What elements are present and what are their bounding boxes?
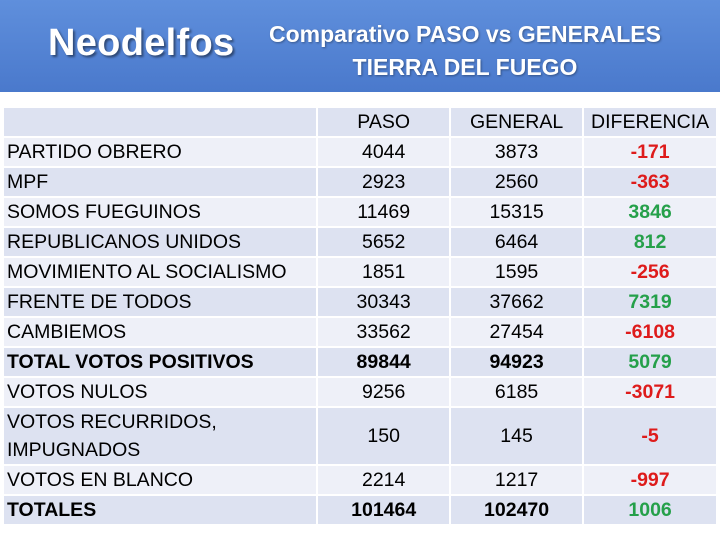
table-row: VOTOS EN BLANCO 2214 1217 -997 [4, 466, 716, 494]
row-diferencia: -171 [584, 138, 716, 166]
row-general: 102470 [450, 496, 583, 524]
row-paso: 30343 [318, 288, 449, 316]
title-line-1: Comparativo PASO vs GENERALES [269, 21, 661, 47]
row-general: 6185 [450, 378, 583, 406]
row-name: TOTAL VOTOS POSITIVOS [4, 348, 317, 376]
row-paso: 101464 [318, 496, 449, 524]
row-paso: 5652 [318, 228, 449, 256]
row-general: 94923 [450, 348, 583, 376]
table-row: CAMBIEMOS 33562 27454 -6108 [4, 318, 716, 346]
row-name: VOTOS EN BLANCO [4, 466, 317, 494]
row-paso: 4044 [318, 138, 449, 166]
results-table: PASO GENERAL DIFERENCIA PARTIDO OBRERO 4… [2, 106, 718, 526]
table-row: MOVIMIENTO AL SOCIALISMO 1851 1595 -256 [4, 258, 716, 286]
row-name: VOTOS RECURRIDOS, IMPUGNADOS [4, 408, 317, 464]
table-row: MPF 2923 2560 -363 [4, 168, 716, 196]
row-name: PARTIDO OBRERO [4, 138, 317, 166]
row-general: 1595 [450, 258, 583, 286]
row-diferencia: -997 [584, 466, 716, 494]
brand-logo-text: Neodelfos [48, 22, 235, 64]
row-diferencia: 3846 [584, 198, 716, 226]
row-general: 37662 [450, 288, 583, 316]
row-diferencia: -256 [584, 258, 716, 286]
column-header-diferencia: DIFERENCIA [584, 108, 716, 136]
table-row: REPUBLICANOS UNIDOS 5652 6464 812 [4, 228, 716, 256]
row-paso: 33562 [318, 318, 449, 346]
row-diferencia: -363 [584, 168, 716, 196]
table-row: SOMOS FUEGUINOS 11469 15315 3846 [4, 198, 716, 226]
column-header-general: GENERAL [450, 108, 583, 136]
table-header-row: PASO GENERAL DIFERENCIA [4, 108, 716, 136]
row-diferencia: -3071 [584, 378, 716, 406]
row-paso: 9256 [318, 378, 449, 406]
row-paso: 2923 [318, 168, 449, 196]
row-paso: 11469 [318, 198, 449, 226]
row-paso: 2214 [318, 466, 449, 494]
row-name: CAMBIEMOS [4, 318, 317, 346]
row-general: 145 [450, 408, 583, 464]
table-row: VOTOS NULOS 9256 6185 -3071 [4, 378, 716, 406]
row-diferencia: 812 [584, 228, 716, 256]
row-diferencia: 7319 [584, 288, 716, 316]
row-general: 15315 [450, 198, 583, 226]
row-general: 6464 [450, 228, 583, 256]
table-row: FRENTE DE TODOS 30343 37662 7319 [4, 288, 716, 316]
table-row-total-positivos: TOTAL VOTOS POSITIVOS 89844 94923 5079 [4, 348, 716, 376]
row-general: 2560 [450, 168, 583, 196]
row-paso: 150 [318, 408, 449, 464]
row-diferencia: -6108 [584, 318, 716, 346]
row-name: TOTALES [4, 496, 317, 524]
row-name: SOMOS FUEGUINOS [4, 198, 317, 226]
title-line-2: TIERRA DEL FUEGO [352, 54, 578, 80]
column-header-paso: PASO [318, 108, 449, 136]
column-header-name [4, 108, 317, 136]
row-name: FRENTE DE TODOS [4, 288, 317, 316]
page-title: Comparativo PASO vs GENERALES TIERRA DEL… [250, 18, 680, 84]
row-diferencia: 1006 [584, 496, 716, 524]
row-name: MPF [4, 168, 317, 196]
row-name: REPUBLICANOS UNIDOS [4, 228, 317, 256]
row-name: MOVIMIENTO AL SOCIALISMO [4, 258, 317, 286]
table-row: PARTIDO OBRERO 4044 3873 -171 [4, 138, 716, 166]
row-name: VOTOS NULOS [4, 378, 317, 406]
row-general: 27454 [450, 318, 583, 346]
row-general: 3873 [450, 138, 583, 166]
header-banner: Neodelfos Comparativo PASO vs GENERALES … [0, 0, 720, 92]
row-paso: 89844 [318, 348, 449, 376]
row-paso: 1851 [318, 258, 449, 286]
row-diferencia: 5079 [584, 348, 716, 376]
table-row: VOTOS RECURRIDOS, IMPUGNADOS 150 145 -5 [4, 408, 716, 464]
table-row-totales: TOTALES 101464 102470 1006 [4, 496, 716, 524]
row-diferencia: -5 [584, 408, 716, 464]
row-general: 1217 [450, 466, 583, 494]
